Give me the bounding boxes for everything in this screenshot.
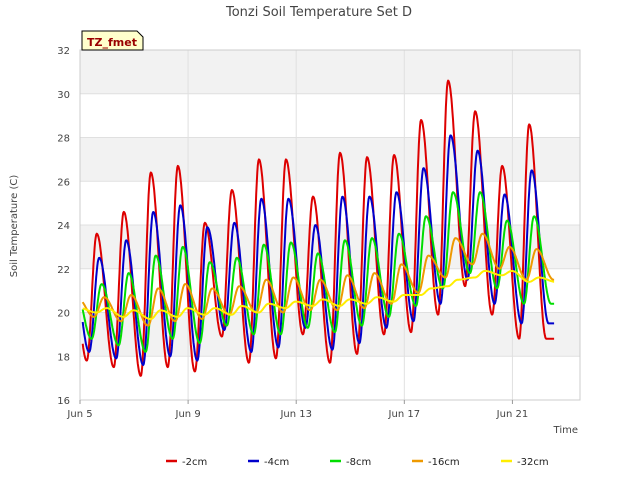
y-tick-label: 22 [57, 265, 70, 276]
station-badge: TZ_fmet [81, 30, 144, 51]
x-tick-label: Jun 13 [279, 409, 312, 420]
y-tick-label: 20 [57, 309, 70, 320]
series-lines [81, 79, 555, 377]
badge-box [81, 30, 144, 51]
x-tick-label: Jun 5 [66, 409, 92, 420]
plot-frame [79, 49, 581, 401]
y-tick-label: 28 [57, 134, 70, 145]
y-tick-label: 32 [57, 46, 70, 57]
chart-title: Tonzi Soil Temperature Set D [225, 5, 412, 20]
y-tick-label: 16 [57, 396, 70, 407]
badge-label: TZ_fmet [87, 36, 137, 49]
series-line-32cm [82, 269, 555, 321]
legend-label: -16cm [428, 457, 460, 468]
legend-label: -4cm [264, 457, 289, 468]
x-axis-label: Time [553, 425, 578, 436]
y-tick-label: 30 [57, 90, 70, 101]
y-ticks: 16 18 20 22 24 26 28 30 32 [57, 46, 70, 407]
series-line-8cm [81, 191, 555, 353]
x-tick-label: Jun 9 [175, 409, 201, 420]
x-tick-label: Jun 17 [388, 409, 421, 420]
y-axis-label: Soil Temperature (C) [9, 175, 20, 278]
y-tick-label: 18 [57, 352, 70, 363]
plot-band [80, 50, 580, 94]
legend: -2cm -4cm -8cm -16cm -32cm [166, 457, 549, 468]
legend-label: -8cm [346, 457, 371, 468]
x-ticks: Jun 5 Jun 9 Jun 13 Jun 17 Jun 21 [66, 400, 528, 420]
y-tick-label: 26 [57, 177, 70, 188]
legend-label: -32cm [517, 457, 549, 468]
series-line-16cm [81, 232, 555, 327]
legend-label: -2cm [182, 457, 207, 468]
x-tick-label: Jun 21 [496, 409, 529, 420]
plot-band [80, 137, 580, 182]
y-tick-label: 24 [57, 221, 70, 232]
